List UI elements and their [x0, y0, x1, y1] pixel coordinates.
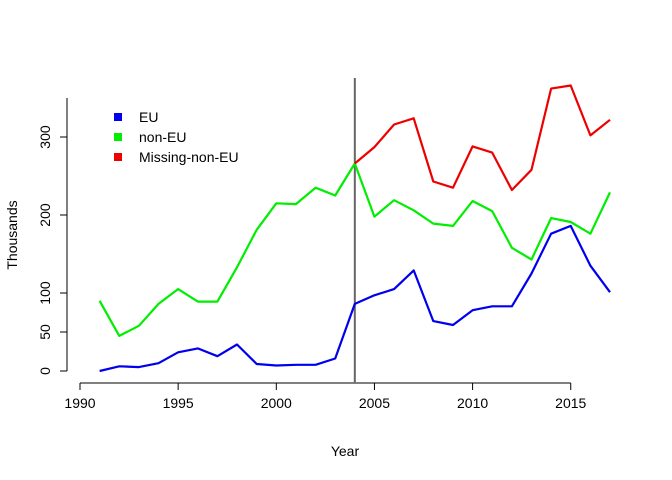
y-axis-ticks: 0 50 100 200 300	[37, 125, 67, 375]
legend-label: Missing-non-EU	[139, 149, 239, 165]
y-tick-label: 300	[37, 125, 53, 149]
x-tick-label: 2005	[359, 395, 390, 411]
x-axis-label: Year	[331, 443, 360, 459]
x-tick-label: 2000	[261, 395, 292, 411]
x-axis-ticks: 1990 1995 2000 2005 2010 2015	[64, 383, 587, 411]
x-tick-label: 1995	[163, 395, 194, 411]
axes: 1990 1995 2000 2005 2010 2015 0 50 100 200 300	[37, 98, 587, 411]
x-tick-label: 2010	[457, 395, 488, 411]
y-axis-label: Thousands	[4, 200, 20, 269]
legend-swatch	[114, 153, 122, 161]
legend-label: EU	[139, 109, 158, 125]
series-layer	[98, 84, 611, 373]
series-line-eu	[99, 224, 611, 373]
x-tick-label: 1990	[64, 395, 95, 411]
x-tick-label: 2015	[555, 395, 586, 411]
legend-swatch	[114, 133, 122, 141]
series-line-missing-non-eu	[354, 84, 611, 192]
y-tick-label: 0	[37, 367, 53, 375]
y-tick-label: 50	[37, 324, 53, 340]
legend-label: non-EU	[139, 129, 186, 145]
legend: EU non-EU Missing-non-EU	[114, 109, 239, 165]
y-tick-label: 200	[37, 203, 53, 227]
y-tick-label: 100	[37, 281, 53, 305]
legend-swatch	[114, 113, 122, 121]
